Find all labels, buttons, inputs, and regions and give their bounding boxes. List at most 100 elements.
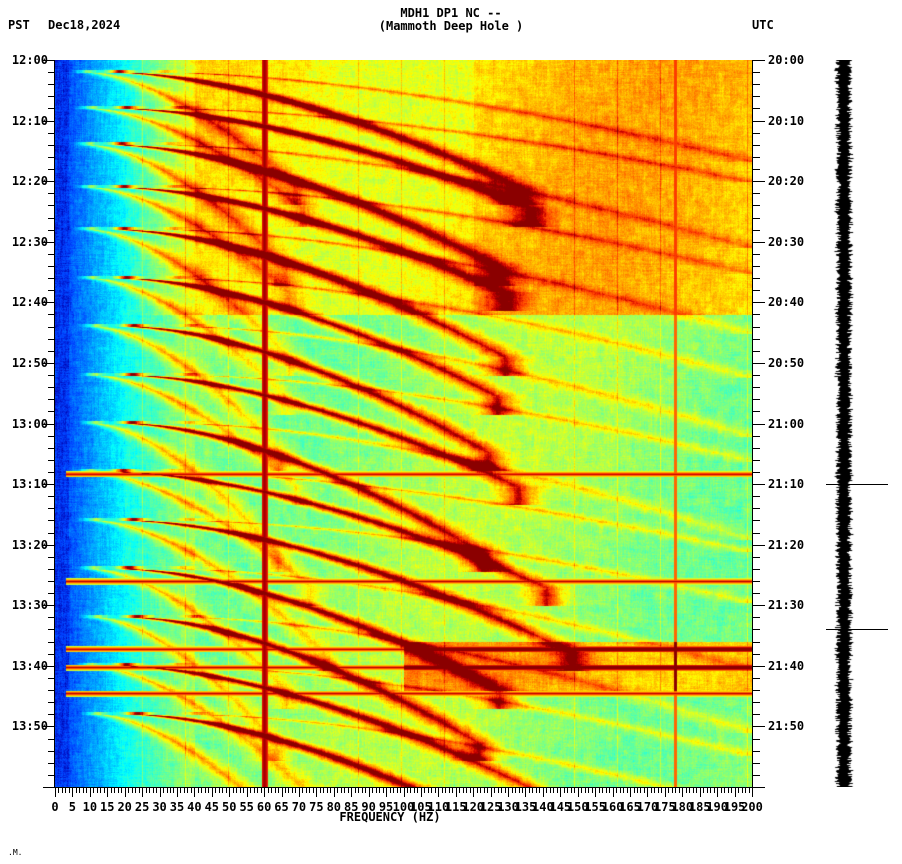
axis-tick bbox=[48, 714, 55, 716]
axis-tick bbox=[612, 788, 614, 797]
axis-tick bbox=[274, 788, 276, 793]
axis-tick bbox=[671, 788, 673, 793]
axis-tick bbox=[43, 484, 55, 486]
axis-tick bbox=[61, 788, 63, 793]
axis-tick bbox=[43, 302, 55, 304]
frequency-tick-label-31: 155 bbox=[584, 800, 607, 814]
axis-tick bbox=[643, 788, 645, 793]
frequency-tick-label-4: 20 bbox=[117, 800, 132, 814]
axis-tick bbox=[609, 788, 611, 793]
axis-tick bbox=[753, 471, 760, 473]
axis-tick bbox=[706, 788, 708, 793]
axis-tick bbox=[546, 788, 548, 793]
axis-tick bbox=[145, 788, 147, 793]
axis-tick bbox=[48, 702, 55, 704]
axis-tick bbox=[75, 788, 77, 793]
axis-tick bbox=[753, 726, 765, 728]
axis-tick bbox=[734, 788, 736, 797]
axis-tick bbox=[48, 508, 55, 510]
axis-tick bbox=[180, 788, 182, 793]
axis-tick bbox=[48, 84, 55, 86]
axis-tick bbox=[753, 641, 760, 643]
spectrogram-plot[interactable] bbox=[55, 60, 752, 787]
time-tick-label-left-6: 13:00 bbox=[11, 416, 48, 431]
frequency-tick-label-10: 50 bbox=[222, 800, 237, 814]
axis-tick bbox=[48, 290, 55, 292]
axis-tick bbox=[48, 496, 55, 498]
axis-tick bbox=[305, 788, 307, 793]
axis-tick bbox=[48, 459, 55, 461]
axis-tick bbox=[204, 788, 206, 793]
axis-tick bbox=[239, 788, 241, 793]
axis-tick bbox=[246, 788, 248, 797]
time-tick-label-left-7: 13:10 bbox=[11, 477, 48, 492]
axis-tick bbox=[417, 788, 419, 793]
axis-tick bbox=[135, 788, 137, 793]
axis-tick bbox=[753, 435, 760, 437]
axis-tick bbox=[431, 788, 433, 793]
time-tick-label-right-2: 20:20 bbox=[768, 174, 805, 189]
axis-tick bbox=[43, 423, 55, 425]
axis-tick bbox=[163, 788, 165, 793]
frequency-tick-label-29: 145 bbox=[549, 800, 572, 814]
frequency-tick-label-12: 60 bbox=[256, 800, 272, 814]
axis-tick bbox=[455, 788, 457, 797]
axis-tick bbox=[48, 144, 55, 146]
axis-tick bbox=[386, 788, 388, 797]
axis-tick bbox=[753, 375, 760, 377]
axis-tick bbox=[438, 788, 440, 797]
axis-tick bbox=[344, 788, 346, 793]
axis-tick bbox=[183, 788, 185, 793]
frequency-tick-label-14: 70 bbox=[291, 800, 307, 814]
frequency-tick-label-18: 90 bbox=[361, 800, 376, 814]
frequency-tick-label-38: 190 bbox=[706, 800, 728, 814]
date-label: Dec18,2024 bbox=[48, 18, 121, 32]
axis-tick bbox=[48, 653, 55, 655]
axis-tick bbox=[650, 788, 652, 793]
time-tick-label-right-0: 20:00 bbox=[768, 53, 805, 67]
axis-tick bbox=[476, 788, 478, 793]
axis-tick bbox=[753, 265, 760, 267]
axis-tick bbox=[753, 750, 760, 752]
axis-tick bbox=[623, 788, 625, 793]
axis-tick bbox=[131, 788, 133, 793]
axis-tick bbox=[43, 665, 55, 667]
axis-tick bbox=[267, 788, 269, 793]
axis-tick bbox=[138, 788, 140, 793]
axis-tick bbox=[156, 788, 158, 793]
axis-tick bbox=[664, 788, 666, 797]
axis-tick bbox=[753, 665, 765, 667]
axis-tick bbox=[584, 788, 586, 793]
axis-tick bbox=[48, 205, 55, 207]
axis-tick bbox=[753, 169, 760, 171]
seismogram-trace[interactable] bbox=[820, 60, 880, 787]
time-tick-label-left-5: 12:50 bbox=[11, 355, 48, 370]
axis-tick bbox=[490, 788, 492, 797]
axis-tick bbox=[753, 496, 760, 498]
axis-tick bbox=[48, 532, 55, 534]
axis-tick bbox=[647, 788, 649, 797]
axis-tick bbox=[595, 788, 597, 797]
frequency-tick-label-20: 100 bbox=[392, 800, 415, 814]
axis-tick bbox=[532, 788, 534, 793]
axis-tick bbox=[753, 423, 765, 425]
frequency-tick-label-37: 185 bbox=[688, 800, 711, 814]
axis-tick bbox=[753, 96, 760, 98]
axis-tick bbox=[741, 788, 743, 793]
axis-tick bbox=[753, 556, 760, 558]
axis-tick bbox=[48, 435, 55, 437]
axis-tick bbox=[753, 738, 760, 740]
axis-tick bbox=[753, 205, 760, 207]
frequency-tick-label-35: 175 bbox=[654, 800, 676, 814]
axis-tick bbox=[48, 387, 55, 389]
axis-tick bbox=[48, 677, 55, 679]
frequency-tick-label-2: 10 bbox=[82, 800, 98, 814]
frequency-tick-label-6: 30 bbox=[152, 800, 167, 814]
frequency-tick-label-13: 65 bbox=[274, 800, 289, 814]
axis-tick bbox=[570, 788, 572, 793]
axis-tick bbox=[281, 788, 283, 797]
axis-tick bbox=[753, 108, 760, 110]
axis-tick bbox=[753, 459, 760, 461]
axis-tick bbox=[48, 375, 55, 377]
axis-tick bbox=[58, 788, 60, 793]
